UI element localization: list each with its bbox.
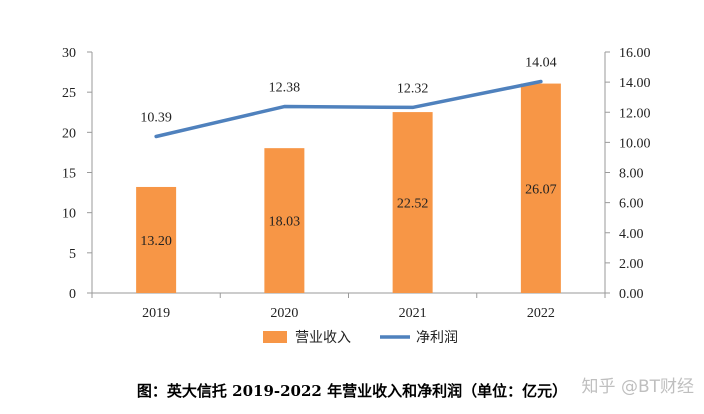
legend-label-revenue: 营业收入 xyxy=(295,330,351,346)
revenue-bar xyxy=(136,186,177,293)
revenue-bar xyxy=(392,112,433,294)
right-tick-label: 14.00 xyxy=(619,76,651,91)
data-labels: 13.20 18.03 22.52 26.07 10.39 12.38 12.32 14.04 xyxy=(140,56,556,249)
net-profit-data-label: 12.32 xyxy=(397,81,429,96)
net-profit-polyline xyxy=(154,79,543,139)
legend-label-net-profit: 净利润 xyxy=(416,330,458,346)
net-profit-data-label: 12.38 xyxy=(269,81,301,96)
x-tick-label: 2022 xyxy=(527,306,555,321)
net-profit-data-label: 10.39 xyxy=(140,111,172,126)
left-tick-label: 0 xyxy=(69,287,76,302)
left-tick-label: 15 xyxy=(62,167,76,182)
revenue-bars xyxy=(136,83,561,294)
combo-chart: 0 5 10 15 20 25 30 0.00 2.00 4.00 6.00 8.00 10.00 12.… xyxy=(62,46,651,346)
right-tick-label: 16.00 xyxy=(619,46,651,61)
x-tick-label: 2020 xyxy=(270,306,298,321)
net-profit-line xyxy=(154,79,543,139)
net-profit-data-label: 14.04 xyxy=(525,56,557,71)
right-tick-label: 0.00 xyxy=(619,287,644,302)
right-tick-label: 4.00 xyxy=(619,227,644,242)
right-tick-label: 10.00 xyxy=(619,136,651,151)
x-tick-label: 2021 xyxy=(399,306,427,321)
x-tick-label: 2019 xyxy=(142,306,170,321)
left-tick-label: 5 xyxy=(69,247,76,262)
chart-caption: 图：英大信托 2019-2022 年营业收入和净利润（单位：亿元） xyxy=(136,382,568,400)
revenue-data-label: 18.03 xyxy=(269,215,301,230)
right-tick-label: 8.00 xyxy=(619,167,644,182)
left-tick-label: 30 xyxy=(62,46,76,61)
right-tick-label: 6.00 xyxy=(619,197,644,212)
axes: 0 5 10 15 20 25 30 0.00 2.00 4.00 6.00 8.00 10.00 12.… xyxy=(62,46,651,321)
left-tick-label: 25 xyxy=(62,86,76,101)
revenue-bar xyxy=(520,83,561,293)
legend-swatch-revenue xyxy=(263,331,287,343)
left-tick-label: 10 xyxy=(62,207,76,222)
left-tick-label: 20 xyxy=(62,126,76,141)
legend: 营业收入 净利润 xyxy=(263,330,458,346)
watermark: 知乎 @BT财经 xyxy=(581,377,694,397)
revenue-data-label: 22.52 xyxy=(397,197,429,212)
right-tick-label: 2.00 xyxy=(619,257,644,272)
revenue-bar xyxy=(264,148,305,293)
right-tick-label: 12.00 xyxy=(619,106,651,121)
revenue-data-label: 13.20 xyxy=(140,234,172,249)
revenue-data-label: 26.07 xyxy=(525,182,557,197)
